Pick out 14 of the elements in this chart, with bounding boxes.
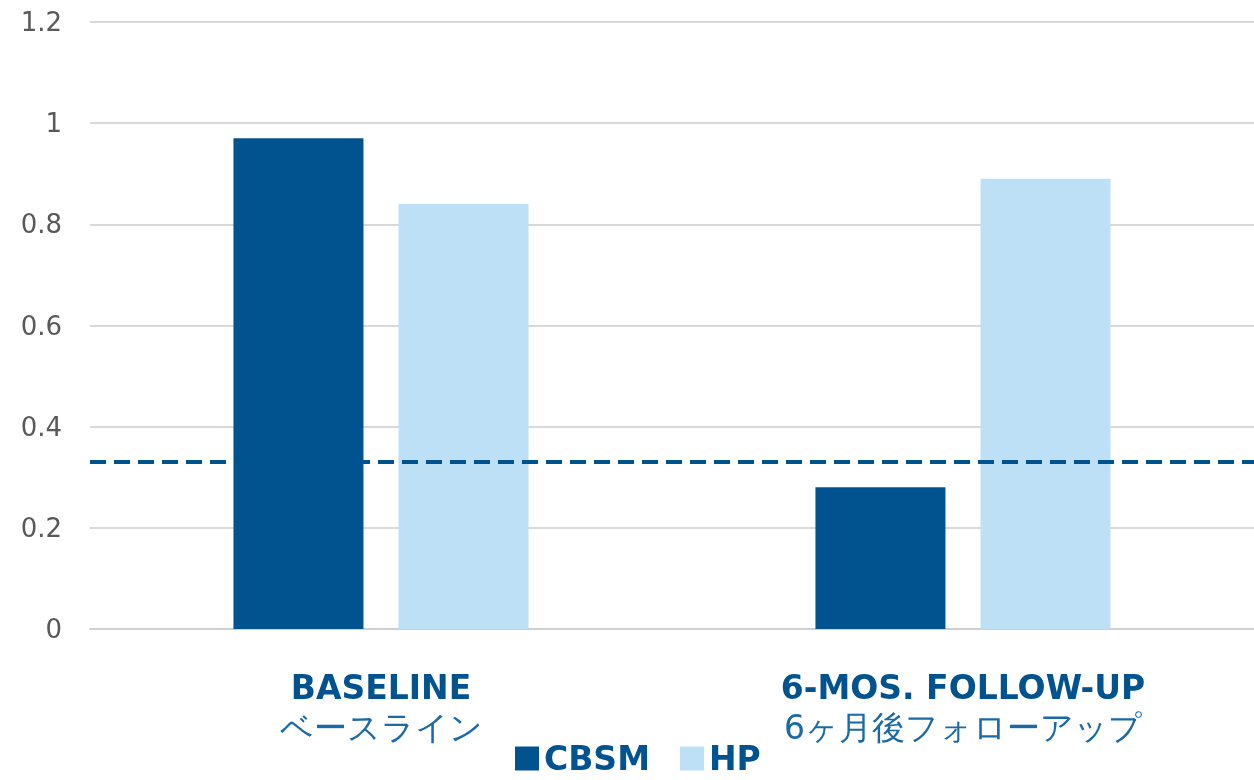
y-tick-label: 1.2 bbox=[20, 7, 62, 37]
x-tick-label: 6-MOS. FOLLOW-UP 6ヶ月後フォローアップ bbox=[780, 667, 1146, 747]
bar bbox=[398, 204, 529, 629]
y-tick-label: 0.4 bbox=[20, 411, 62, 442]
y-tick-label: 0 bbox=[45, 614, 62, 644]
y-tick-label: 0.2 bbox=[20, 512, 62, 543]
legend-label: CBSM bbox=[544, 739, 650, 778]
bar bbox=[815, 487, 946, 629]
x-tick-label: BASELINE ベースライン bbox=[279, 667, 483, 747]
legend-label: HP bbox=[708, 739, 761, 778]
bar bbox=[980, 178, 1111, 629]
y-tick-label: 0.8 bbox=[20, 209, 62, 240]
y-tick-label: 0.6 bbox=[20, 310, 62, 341]
y-tick-label: 1 bbox=[45, 108, 62, 139]
